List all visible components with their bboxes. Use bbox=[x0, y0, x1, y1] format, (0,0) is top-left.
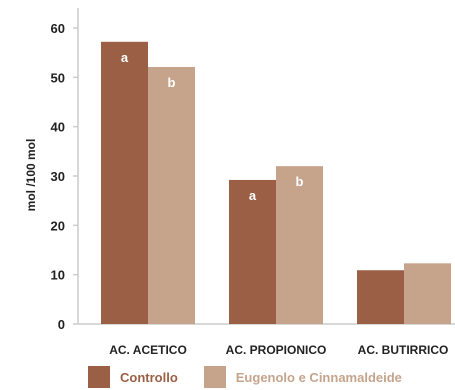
bar-letter-label: a bbox=[249, 188, 257, 203]
bar-eugenolo-2 bbox=[404, 263, 451, 324]
x-category-label: AC. ACETICO bbox=[109, 343, 187, 357]
legend-item-eugenolo: Eugenolo e Cinnamaldeide bbox=[203, 366, 402, 388]
y-tick-label: 40 bbox=[51, 120, 65, 135]
y-tick-label: 10 bbox=[51, 268, 65, 283]
bar-eugenolo-0 bbox=[148, 66, 195, 325]
y-axis-label: mol /100 mol bbox=[24, 139, 38, 212]
bars: a b a b bbox=[101, 41, 451, 325]
legend-swatch-controllo bbox=[88, 366, 110, 388]
bar-controllo-1 bbox=[229, 179, 276, 324]
bar-chart: 0 10 20 30 40 50 60 a b a b AC. ACETICO AC. PROPIO… bbox=[24, 8, 455, 357]
bar-letter-label: a bbox=[121, 50, 129, 65]
legend: Controllo Eugenolo e Cinnamaldeide bbox=[88, 366, 428, 388]
y-tick-label: 0 bbox=[58, 317, 65, 332]
legend-label-controllo: Controllo bbox=[120, 369, 178, 385]
category-labels: AC. ACETICO AC. PROPIONICO AC. BUTIRRICO bbox=[109, 343, 448, 357]
bar-letter-label: b bbox=[168, 75, 176, 90]
bar-letter-label: b bbox=[296, 174, 304, 189]
y-tick-label: 20 bbox=[51, 218, 65, 233]
y-tick-label: 60 bbox=[51, 21, 65, 36]
y-tick-label: 30 bbox=[51, 169, 65, 184]
bar-controllo-0 bbox=[101, 41, 148, 325]
legend-label-eugenolo: Eugenolo e Cinnamaldeide bbox=[235, 369, 402, 385]
legend-item-controllo: Controllo bbox=[88, 366, 178, 388]
bar-controllo-2 bbox=[357, 270, 404, 324]
legend-swatch-eugenolo bbox=[203, 366, 226, 388]
y-tick-label: 50 bbox=[51, 70, 65, 85]
x-category-label: AC. PROPIONICO bbox=[226, 343, 327, 357]
x-category-label: AC. BUTIRRICO bbox=[358, 343, 449, 357]
y-ticks: 0 10 20 30 40 50 60 bbox=[51, 21, 78, 332]
bar-eugenolo-1 bbox=[276, 166, 323, 324]
